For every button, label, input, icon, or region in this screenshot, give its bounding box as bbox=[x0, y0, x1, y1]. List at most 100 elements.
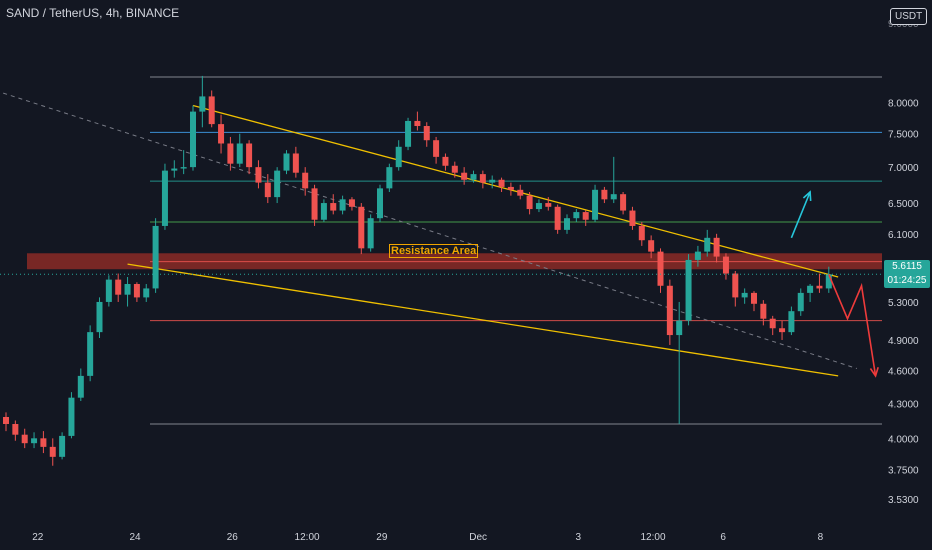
y-tick-label: 7.0000 bbox=[888, 163, 919, 174]
candle-body bbox=[694, 251, 701, 260]
candle-body bbox=[498, 179, 505, 187]
x-tick-label: 22 bbox=[32, 532, 44, 543]
candle-body bbox=[732, 273, 739, 298]
x-tick-label: 12:00 bbox=[641, 532, 666, 543]
y-tick-label: 3.5300 bbox=[888, 495, 919, 506]
candle-body bbox=[3, 416, 9, 424]
candle-body bbox=[517, 189, 524, 196]
channel-trendline bbox=[127, 263, 839, 377]
candle-body bbox=[797, 292, 804, 312]
x-tick-label: 26 bbox=[227, 532, 239, 543]
candle-body bbox=[769, 318, 776, 329]
candle-body bbox=[451, 165, 458, 173]
current-price-value: 5.6115 bbox=[892, 261, 922, 272]
x-tick-label: 6 bbox=[720, 532, 726, 543]
candle-body bbox=[433, 140, 440, 157]
x-tick-label: 29 bbox=[376, 532, 388, 543]
candle-body bbox=[666, 285, 673, 336]
candle-body bbox=[180, 167, 187, 169]
up-arrow-head bbox=[802, 190, 812, 202]
candle-body bbox=[386, 167, 393, 189]
candle-body bbox=[218, 124, 225, 144]
x-tick-label: 8 bbox=[818, 532, 824, 543]
candle-body bbox=[807, 285, 814, 293]
candle-body bbox=[358, 206, 365, 249]
y-tick-label: 6.5000 bbox=[888, 199, 919, 210]
candle-body bbox=[470, 174, 477, 180]
candle-body bbox=[405, 120, 412, 147]
candle-body bbox=[816, 285, 823, 289]
candle-body bbox=[676, 320, 683, 336]
down-arrow-head bbox=[869, 367, 879, 378]
candle-body bbox=[264, 182, 271, 198]
candle-body bbox=[311, 188, 318, 220]
candle-body bbox=[12, 423, 19, 435]
candle-body bbox=[479, 174, 486, 183]
candle-body bbox=[171, 168, 178, 171]
candle-body bbox=[49, 446, 56, 457]
candle-body bbox=[610, 194, 617, 200]
y-tick-label: 4.9000 bbox=[888, 336, 919, 347]
candle-body bbox=[59, 435, 66, 457]
candle-body bbox=[21, 434, 28, 444]
up-projection-arrow bbox=[790, 191, 811, 239]
candle-body bbox=[414, 120, 421, 127]
candle-body bbox=[40, 438, 47, 447]
candle-body bbox=[161, 170, 168, 226]
candle-body bbox=[68, 397, 75, 436]
candle-body bbox=[751, 292, 757, 304]
x-axis[interactable]: 22 24 26 12:00 29 Dec 3 12:00 6 8 bbox=[32, 532, 823, 543]
candle-body bbox=[31, 438, 38, 444]
candle-body bbox=[489, 179, 496, 183]
currency-badge[interactable]: USDT bbox=[890, 8, 928, 25]
candle-body bbox=[629, 210, 636, 226]
y-tick-label: 8.0000 bbox=[888, 98, 919, 109]
candle-body bbox=[348, 199, 355, 207]
current-price-tag: 5.6115 01:24:25 bbox=[884, 260, 930, 288]
candle-body bbox=[779, 328, 786, 333]
candle-body bbox=[255, 167, 262, 183]
candle-body bbox=[292, 153, 299, 173]
candle-body bbox=[330, 203, 337, 211]
candle-body bbox=[741, 292, 748, 298]
candle-body bbox=[582, 212, 589, 220]
candle-body bbox=[507, 186, 514, 190]
y-tick-label: 4.6000 bbox=[888, 367, 919, 378]
candle-body bbox=[283, 153, 290, 171]
candle-body bbox=[339, 199, 346, 211]
y-tick-label: 3.7500 bbox=[888, 466, 919, 477]
horizontal-levels-layer bbox=[150, 76, 882, 425]
candle-body bbox=[657, 251, 664, 286]
candle-body bbox=[395, 146, 402, 168]
candle-body bbox=[526, 195, 533, 210]
down-projection-arrow bbox=[828, 274, 877, 377]
candle-body bbox=[143, 288, 150, 298]
x-tick-label: 24 bbox=[129, 532, 141, 543]
candle-body bbox=[199, 96, 206, 112]
y-tick-label: 5.3000 bbox=[888, 298, 919, 309]
candle-body bbox=[227, 143, 234, 164]
candle-body bbox=[601, 189, 608, 200]
candle-body bbox=[825, 274, 832, 289]
candles-layer bbox=[3, 75, 832, 466]
candle-countdown: 01:24:25 bbox=[887, 275, 927, 286]
candle-body bbox=[77, 375, 84, 398]
x-tick-label: Dec bbox=[469, 532, 487, 543]
candle-body bbox=[152, 225, 159, 289]
candle-body bbox=[115, 279, 122, 295]
candle-body bbox=[236, 143, 243, 164]
candle-body bbox=[685, 259, 692, 321]
candle-body bbox=[96, 301, 103, 333]
candle-body bbox=[713, 237, 720, 257]
candle-body bbox=[638, 225, 645, 241]
candle-body bbox=[554, 206, 561, 230]
candle-body bbox=[564, 218, 570, 230]
channel-trendline bbox=[192, 104, 839, 278]
x-tick-label: 12:00 bbox=[295, 532, 320, 543]
y-tick-label: 4.3000 bbox=[888, 399, 919, 410]
y-tick-label: 6.1000 bbox=[888, 230, 919, 241]
candle-body bbox=[620, 194, 627, 211]
candle-body bbox=[461, 172, 468, 180]
candle-body bbox=[704, 237, 711, 252]
